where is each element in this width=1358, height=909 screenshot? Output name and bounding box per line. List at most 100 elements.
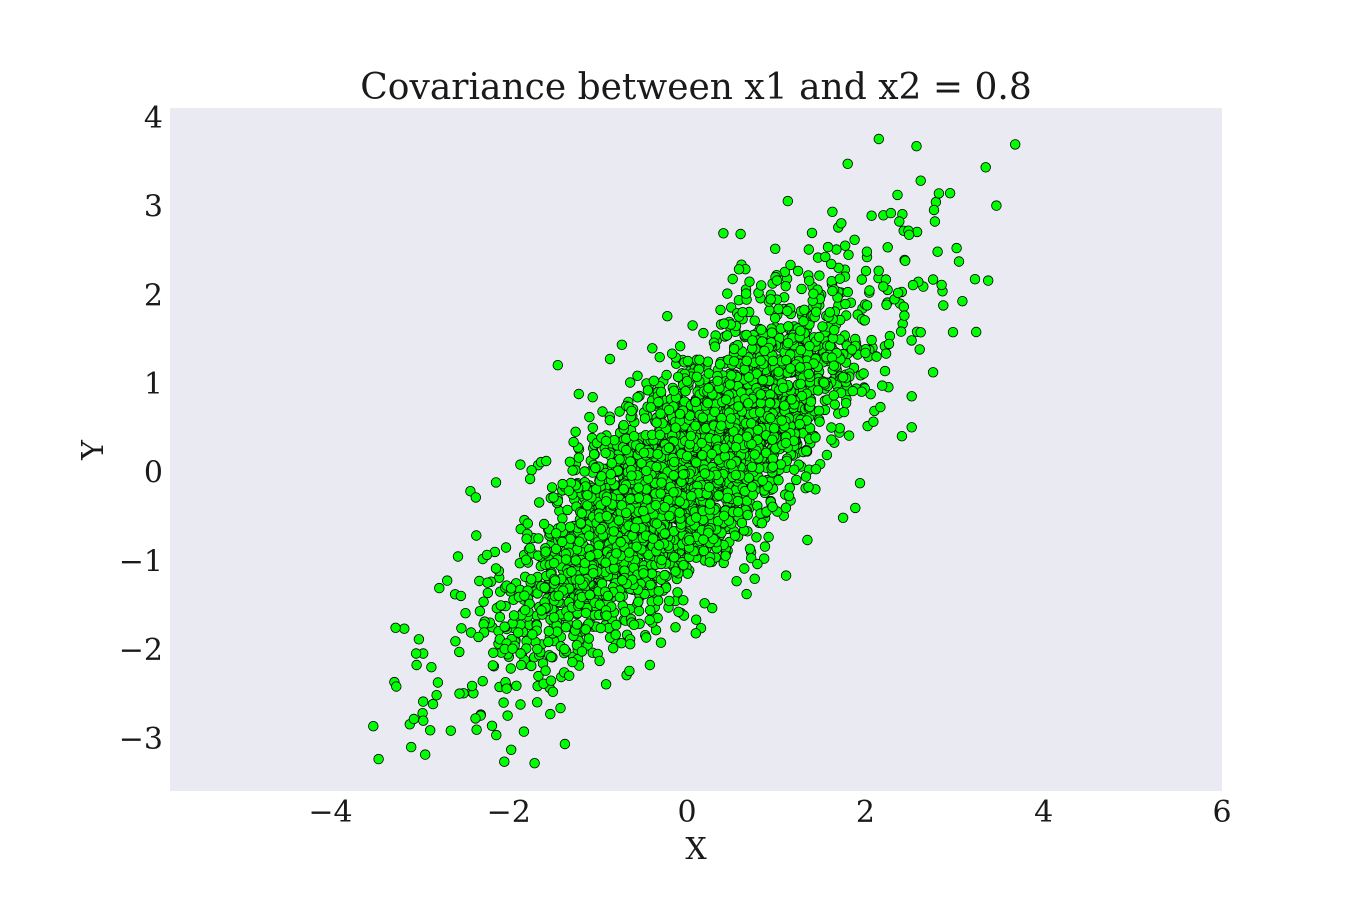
scatter-point <box>600 557 611 568</box>
scatter-point <box>632 370 643 382</box>
scatter-point <box>805 396 817 407</box>
scatter-point <box>645 579 656 591</box>
scatter-point <box>740 288 752 299</box>
scatter-point <box>427 698 439 710</box>
scatter-point <box>585 551 596 562</box>
scatter-point <box>600 679 612 690</box>
scatter-point <box>548 557 560 569</box>
scatter-point <box>659 502 671 513</box>
scatter-point <box>755 355 766 366</box>
scatter-point <box>906 422 917 433</box>
scatter-point <box>413 634 425 645</box>
scatter-point <box>668 487 679 498</box>
scatter-point <box>644 614 655 626</box>
scatter-point <box>653 396 664 408</box>
scatter-point <box>733 506 744 518</box>
scatter-point <box>944 187 956 199</box>
scatter-point <box>933 188 945 199</box>
scatter-point <box>720 394 732 405</box>
scatter-point <box>896 431 908 442</box>
scatter-point <box>928 204 940 216</box>
scatter-point <box>543 636 554 648</box>
scatter-point <box>729 343 740 355</box>
scatter-point <box>495 600 507 611</box>
scatter-point <box>743 372 755 383</box>
scatter-point <box>564 670 575 682</box>
scatter-point <box>860 265 872 277</box>
scatter-point <box>842 286 854 298</box>
scatter-point <box>574 574 585 585</box>
scatter-point <box>519 604 531 616</box>
scatter-point <box>906 391 917 402</box>
scatter-point <box>647 533 659 544</box>
scatter-point <box>588 568 599 579</box>
scatter-point <box>669 552 680 563</box>
scatter-point <box>838 406 850 418</box>
scatter-point <box>481 549 493 561</box>
scatter-point <box>704 498 716 510</box>
scatter-point <box>600 435 612 447</box>
scatter-point <box>566 566 577 577</box>
scatter-point <box>773 475 784 486</box>
scatter-point <box>546 651 557 663</box>
scatter-point <box>639 413 651 424</box>
y-tick-label: 2 <box>144 278 163 313</box>
scatter-point <box>656 477 667 488</box>
scatter-point <box>846 344 858 355</box>
scatter-point <box>980 162 991 173</box>
scatter-point <box>490 477 502 488</box>
scatter-point <box>529 758 540 769</box>
scatter-point <box>733 401 744 412</box>
scatter-point <box>584 530 595 541</box>
scatter-point <box>668 470 679 481</box>
scatter-point <box>661 369 672 381</box>
scatter-point <box>655 637 667 648</box>
scatter-point <box>780 281 791 292</box>
scatter-point <box>505 583 517 594</box>
scatter-point <box>803 481 814 493</box>
scatter-point <box>725 413 737 424</box>
scatter-point <box>546 482 558 493</box>
scatter-point <box>596 471 607 482</box>
scatter-point <box>670 622 681 633</box>
scatter-point <box>628 431 640 442</box>
scatter-point <box>746 438 757 450</box>
scatter-point <box>399 623 410 634</box>
scatter-point <box>507 643 518 654</box>
scatter-point <box>654 429 666 441</box>
scatter-point <box>781 354 792 366</box>
scatter-point <box>780 502 792 514</box>
scatter-point <box>655 386 667 398</box>
scatter-point <box>545 675 557 686</box>
scatter-point <box>782 195 794 207</box>
scatter-point <box>567 465 578 476</box>
scatter-point <box>827 206 838 218</box>
scatter-point <box>666 348 678 359</box>
scatter-point <box>538 518 550 530</box>
scatter-point <box>669 456 680 468</box>
scatter-point <box>879 365 891 377</box>
scatter-point <box>663 404 675 416</box>
scatter-point <box>616 339 628 351</box>
scatter-point <box>938 300 949 311</box>
scatter-point <box>659 570 670 581</box>
scatter-point <box>907 279 919 291</box>
scatter-point <box>473 631 484 643</box>
scatter-point <box>575 518 587 529</box>
scatter-point <box>534 497 545 508</box>
scatter-point <box>691 457 702 468</box>
scatter-point <box>706 448 718 460</box>
scatter-point <box>601 610 612 621</box>
scatter-point <box>795 362 806 373</box>
scatter-point <box>836 218 847 229</box>
scatter-point <box>583 633 595 644</box>
scatter-point <box>690 420 701 432</box>
scatter-point <box>587 422 599 434</box>
x-tick-label: 4 <box>1034 795 1053 830</box>
scatter-point <box>674 507 685 518</box>
scatter-point <box>892 189 903 201</box>
scatter-point <box>803 368 815 380</box>
y-axis-label: Y <box>76 439 111 461</box>
scatter-point <box>580 607 592 619</box>
scatter-point <box>663 442 675 454</box>
